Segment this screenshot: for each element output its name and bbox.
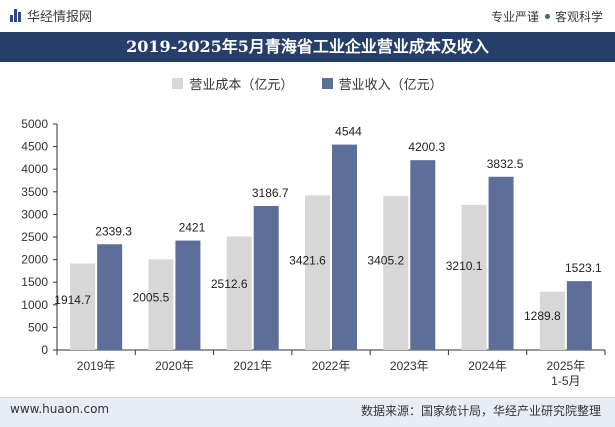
x-tick-label: 2019年 bbox=[77, 359, 116, 373]
tagline-1: 专业严谨 bbox=[490, 10, 539, 24]
top-bar: 华经情报网 专业严谨 客观科学 bbox=[0, 0, 615, 30]
data-label-revenue: 4544 bbox=[335, 125, 362, 139]
data-label-revenue: 3186.7 bbox=[252, 186, 289, 200]
data-label-cost: 2005.5 bbox=[133, 290, 170, 304]
legend-item-cost: 营业成本（亿元） bbox=[172, 74, 293, 93]
y-tick-label: 5000 bbox=[21, 117, 48, 131]
bar-revenue bbox=[410, 160, 436, 350]
bar-revenue bbox=[488, 176, 514, 350]
data-label-cost: 1914.7 bbox=[54, 293, 91, 307]
bar-revenue bbox=[332, 144, 357, 350]
footer-source: 数据来源：国家统计局，华经产业研究院整理 bbox=[360, 404, 601, 418]
footer-divider bbox=[0, 397, 615, 398]
bar-chart: 0 500 1000 1500 2000 2500 3000 3500 4000 4500 5000… bbox=[21, 117, 606, 388]
bar-cost bbox=[461, 204, 487, 350]
y-tick-label: 1000 bbox=[21, 298, 48, 312]
brand-name: 华经情报网 bbox=[27, 10, 93, 25]
footer-website: www.huaon.com bbox=[10, 402, 110, 416]
x-tick-label: 1-5月 bbox=[551, 374, 580, 388]
x-tick-label: 2025年 bbox=[547, 359, 586, 373]
legend-swatch-revenue bbox=[321, 78, 333, 89]
bar-revenue bbox=[566, 281, 592, 350]
bar-cost bbox=[305, 195, 330, 350]
brand: 华经情报网 bbox=[10, 6, 92, 25]
bar-cost bbox=[383, 196, 409, 350]
data-label-revenue: 4200.3 bbox=[408, 140, 445, 154]
x-tick-label: 2021年 bbox=[233, 359, 272, 373]
footer: www.huaon.com 数据来源：国家统计局，华经产业研究院整理 bbox=[0, 398, 615, 427]
legend-item-revenue: 营业收入（亿元） bbox=[321, 74, 443, 93]
bar-cost bbox=[148, 259, 174, 350]
x-tick-label: 2023年 bbox=[390, 359, 429, 373]
legend-label-cost: 营业成本（亿元） bbox=[189, 78, 294, 93]
bar-revenue bbox=[253, 205, 279, 350]
data-label-cost: 2512.6 bbox=[211, 277, 248, 291]
data-label-revenue: 1523.1 bbox=[565, 261, 602, 275]
data-label-cost: 3405.2 bbox=[367, 254, 404, 268]
chart-legend: 营业成本（亿元） 营业收入（亿元） bbox=[0, 74, 615, 93]
x-tick-label: 2020年 bbox=[155, 359, 194, 373]
data-label-cost: 1289.8 bbox=[524, 309, 561, 323]
y-tick-label: 500 bbox=[28, 320, 48, 334]
bar-cost bbox=[226, 236, 252, 350]
y-tick-label: 2000 bbox=[21, 253, 48, 267]
x-tick-label: 2024年 bbox=[468, 359, 507, 373]
tagline: 专业严谨 客观科学 bbox=[491, 8, 603, 25]
bar-cost bbox=[70, 263, 96, 350]
chart-title: 2019-2025年5月青海省工业企业营业成本及收入 bbox=[0, 32, 615, 62]
legend-label-revenue: 营业收入（亿元） bbox=[338, 78, 443, 93]
y-tick-label: 3500 bbox=[21, 185, 48, 199]
bar-revenue bbox=[97, 244, 123, 350]
bar-cost bbox=[539, 291, 565, 350]
y-tick-label: 3000 bbox=[21, 207, 48, 221]
separator-dot-icon bbox=[544, 14, 550, 19]
y-tick-label: 0 bbox=[41, 343, 48, 357]
data-label-cost: 3210.1 bbox=[446, 259, 483, 273]
y-tick-label: 4000 bbox=[21, 162, 48, 176]
y-tick-label: 4500 bbox=[21, 140, 48, 154]
x-tick-label: 2022年 bbox=[312, 359, 351, 373]
bar-chart-logo-icon bbox=[10, 9, 22, 22]
data-label-cost: 3421.6 bbox=[289, 253, 326, 267]
y-tick-label: 2500 bbox=[21, 230, 48, 244]
bar-revenue bbox=[175, 240, 201, 350]
tagline-2: 客观科学 bbox=[554, 10, 603, 24]
data-label-revenue: 2421 bbox=[179, 221, 206, 235]
legend-swatch-cost bbox=[172, 78, 184, 89]
data-label-revenue: 3832.5 bbox=[487, 157, 524, 171]
y-tick-label: 1500 bbox=[21, 275, 48, 289]
data-label-revenue: 2339.3 bbox=[95, 224, 132, 238]
